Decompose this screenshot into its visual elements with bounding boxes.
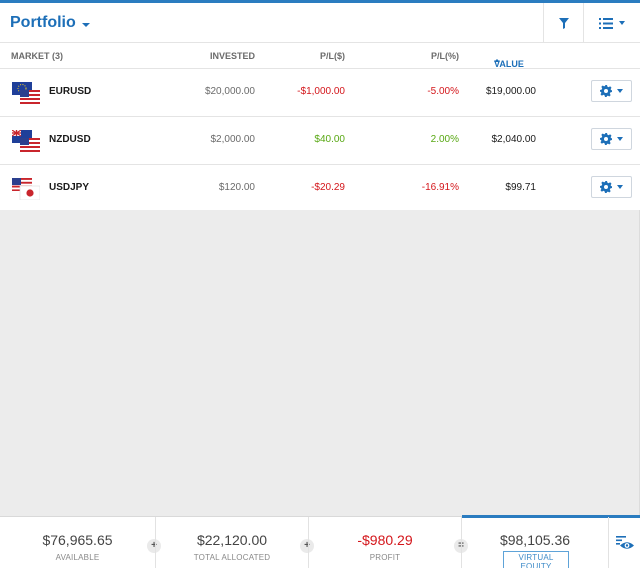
eur-usd-flag-icon [12,82,40,104]
column-invested[interactable]: INVESTED [209,51,255,61]
available-stat: $76,965.65 AVAILABLE [0,517,155,568]
position-value: $99.71 [505,182,536,193]
sort-ascending-icon [494,59,500,62]
row-settings-button[interactable] [591,80,632,102]
table-row[interactable]: EURUSD $20,000.00 -$1,000.00 -5.00% $19,… [0,69,640,117]
portfolio-header: Portfolio [0,3,640,43]
chevron-down-icon [617,137,623,141]
pl-value: -$20.29 [311,182,345,193]
page-title: Portfolio [10,14,76,31]
empty-list-area [0,210,640,516]
nzd-usd-flag-icon [12,130,40,152]
column-market[interactable]: MARKET (3) [11,51,63,61]
row-settings-button[interactable] [591,128,632,150]
pl-percent-value: -16.91% [421,182,459,193]
market-symbol[interactable]: NZDUSD [49,134,91,145]
equity-value: $98,105.36 [499,532,571,548]
plus-icon: + [300,539,314,553]
pl-value: $40.00 [314,134,345,145]
equity-stat: $98,105.36 VIRTUAL EQUITY [462,517,608,568]
pl-percent-value: 2.00% [430,134,459,145]
market-symbol[interactable]: EURUSD [49,86,92,97]
chevron-down-icon [619,21,625,25]
position-value: $19,000.00 [485,86,536,97]
profit-label: PROFIT [369,553,401,562]
table-row[interactable]: USDJPY $120.00 -$20.29 -16.91% $99.71 [0,165,640,213]
profit-value: -$980.29 [357,532,413,548]
toggle-visibility-button[interactable] [608,517,640,568]
table-row[interactable]: NZDUSD $2,000.00 $40.00 2.00% $2,040.00 [0,117,640,165]
account-summary-bar: $76,965.65 AVAILABLE + $22,120.00 TOTAL … [0,515,640,568]
chevron-down-icon [617,89,623,93]
column-pl-percent[interactable]: P/L(%) [431,51,459,61]
chevron-down-icon [617,185,623,189]
plus-icon: + [147,539,161,553]
market-symbol[interactable]: USDJPY [49,182,90,193]
pl-percent-value: -5.00% [427,86,459,97]
pl-value: -$1,000.00 [297,86,345,97]
invested-value: $20,000.00 [204,86,255,97]
filter-button[interactable] [543,3,583,43]
divider [155,517,156,568]
invested-value: $2,000.00 [210,134,256,145]
positions-table: EURUSD $20,000.00 -$1,000.00 -5.00% $19,… [0,69,640,213]
virtual-equity-badge[interactable]: VIRTUAL EQUITY [503,551,569,568]
invested-value: $120.00 [218,182,255,193]
allocated-stat: $22,120.00 TOTAL ALLOCATED [156,517,308,568]
equity-accent-bar [462,515,640,518]
portfolio-title-dropdown[interactable]: Portfolio [10,14,90,32]
available-value: $76,965.65 [42,532,113,548]
gear-icon [600,133,612,145]
chevron-down-icon [81,22,90,27]
list-view-icon [599,17,613,29]
top-accent-bar [0,0,640,3]
allocated-label: TOTAL ALLOCATED [193,553,271,562]
column-value-label: VALUE [494,59,524,69]
row-settings-button[interactable] [591,176,632,198]
position-value: $2,040.00 [491,134,537,145]
column-headers: MARKET (3) INVESTED P/L($) P/L(%) VALUE [0,43,640,69]
gear-icon [600,181,612,193]
divider [461,517,462,568]
gear-icon [600,85,612,97]
divider [308,517,309,568]
profit-stat: -$980.29 PROFIT [309,517,461,568]
usd-jpy-flag-icon [12,178,40,200]
column-pl[interactable]: P/L($) [319,51,345,61]
filter-icon [558,17,569,29]
allocated-value: $22,120.00 [196,532,268,548]
available-label: AVAILABLE [55,553,100,562]
list-view-button[interactable] [583,3,640,43]
eye-list-icon [615,536,634,549]
